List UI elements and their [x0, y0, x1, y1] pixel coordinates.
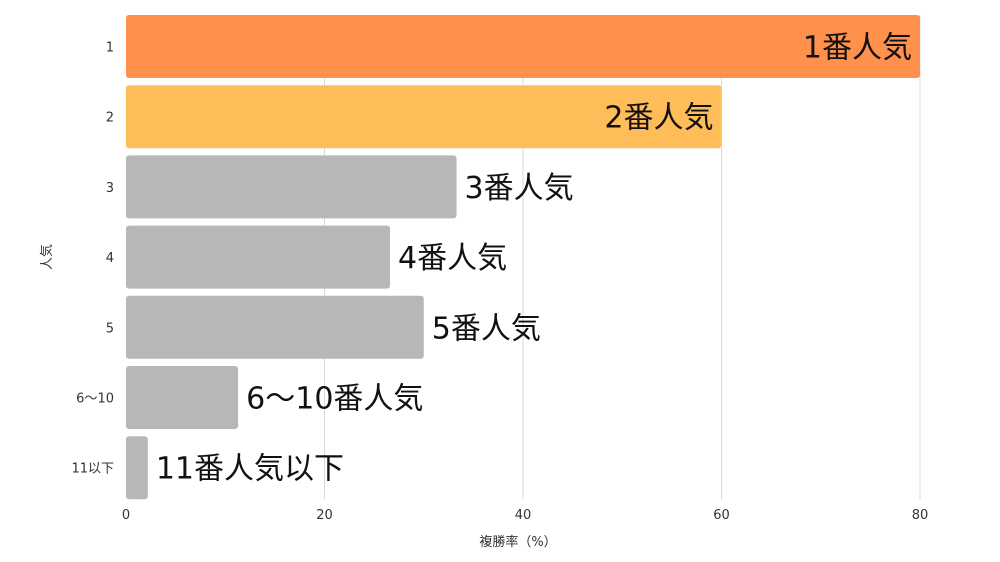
bar-data-label: 11番人気以下: [156, 452, 344, 487]
x-axis-title: 複勝率（%）: [479, 534, 556, 550]
y-axis-title: 人気: [39, 244, 55, 270]
bar: [126, 436, 148, 500]
x-tick-labels: 0 20 40 60 80: [122, 508, 928, 523]
bar: [126, 15, 920, 78]
x-tick-label: 40: [515, 508, 532, 523]
bar: [126, 155, 457, 219]
y-tick-label: 6〜10: [76, 392, 114, 407]
bar: [126, 85, 722, 149]
y-tick-label: 5: [106, 321, 114, 336]
bar: [126, 366, 239, 429]
y-tick-label: 1: [106, 41, 114, 56]
y-tick-label: 11以下: [71, 462, 114, 477]
bar: [126, 295, 424, 359]
bar-data-label: 4番人気: [398, 241, 507, 276]
bar-data-label: 3番人気: [465, 171, 574, 206]
x-tick-label: 20: [316, 508, 333, 523]
bar-data-label: 6〜10番人気: [246, 382, 423, 417]
y-tick-label: 4: [106, 251, 114, 266]
bar-data-label: 2番人気: [604, 101, 713, 136]
bar-labels: 1番人気 2番人気 3番人気 4番人気 5番人気 6〜10番人気 11番人気以下: [156, 31, 912, 487]
x-tick-label: 60: [713, 508, 730, 523]
y-tick-label: 2: [106, 111, 114, 126]
x-tick-label: 80: [912, 508, 929, 523]
bar-data-label: 5番人気: [432, 311, 541, 346]
x-tick-label: 0: [122, 508, 130, 523]
y-tick-labels: 1 2 3 4 5 6〜10 11以下: [71, 41, 114, 477]
bars: [126, 15, 920, 500]
bar-data-label: 1番人気: [803, 31, 912, 66]
bar: [126, 225, 391, 289]
y-tick-label: 3: [106, 181, 114, 196]
